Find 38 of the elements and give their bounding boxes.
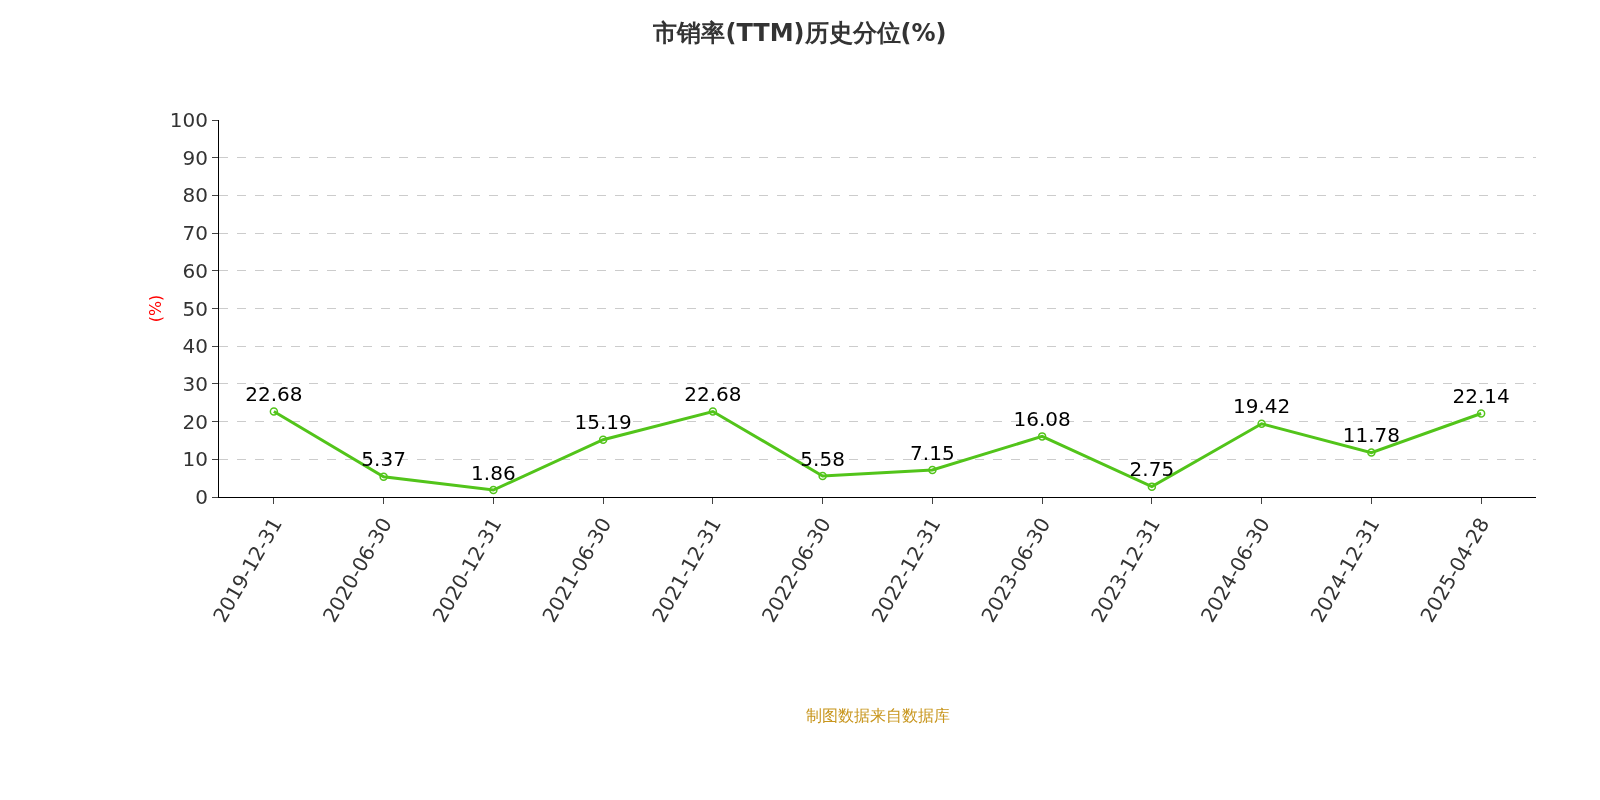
y-tick-label: 50 (182, 296, 208, 321)
point (1476, 409, 1486, 418)
point (818, 471, 827, 481)
y-tick-label: 100 (169, 108, 208, 132)
data-label: 2.75 (1129, 457, 1175, 482)
y-axis-title: (%) (145, 294, 165, 323)
y-tick-label: 80 (182, 183, 208, 208)
y-tick-label: 70 (182, 221, 208, 246)
data-label: 22.68 (245, 382, 303, 407)
text: 制图数据来自数据库 (806, 706, 950, 725)
data-label: 5.37 (361, 447, 406, 472)
point (598, 435, 608, 444)
data-label: 7.15 (910, 440, 955, 465)
point (1367, 448, 1376, 457)
data-label: 19.42 (1233, 394, 1291, 419)
point (269, 407, 279, 416)
chart-title: 市销率(TTM)历史分位(%) (652, 18, 947, 47)
y-tick-label: 30 (182, 371, 208, 396)
point (928, 465, 937, 475)
point (1037, 432, 1047, 441)
point (1257, 419, 1266, 429)
y-tick-label: 40 (182, 334, 208, 359)
data-label: 22.14 (1452, 384, 1510, 409)
data-label: 22.68 (684, 382, 742, 407)
data-label: 1.86 (471, 460, 516, 485)
point (379, 472, 388, 482)
data-label: 5.58 (800, 446, 845, 471)
y-tick-label: 20 (182, 409, 208, 434)
point (708, 407, 718, 416)
y-tick-label: 0 (195, 485, 208, 509)
y-tick-label: 60 (182, 258, 208, 283)
data-label: 11.78 (1342, 423, 1401, 448)
y-tick-label: 90 (182, 145, 208, 170)
point (1147, 482, 1157, 491)
data-label: 15.19 (574, 410, 632, 435)
data-label: 16.08 (1013, 407, 1071, 432)
point (489, 485, 498, 495)
y-tick-label: 10 (182, 447, 208, 472)
